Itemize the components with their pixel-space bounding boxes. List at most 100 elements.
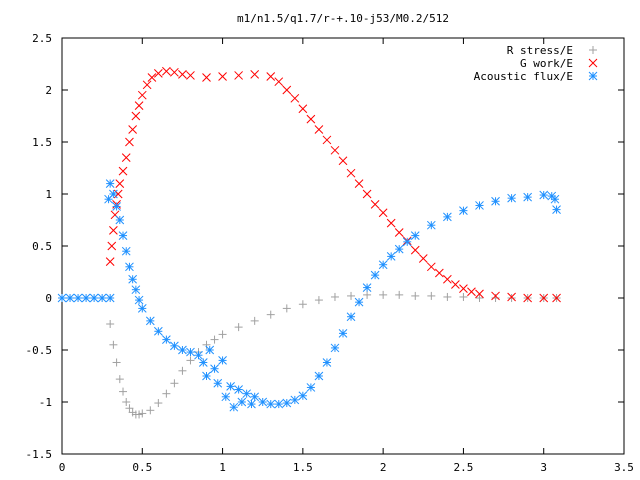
data-point bbox=[125, 137, 134, 147]
data-point bbox=[186, 71, 195, 80]
x-tick-label: 3.5 bbox=[614, 461, 634, 474]
data-point bbox=[128, 274, 138, 284]
x-tick-label: 2 bbox=[380, 461, 387, 474]
data-point bbox=[109, 226, 118, 235]
data-point bbox=[146, 406, 155, 415]
data-point bbox=[122, 398, 131, 406]
data-point bbox=[162, 389, 171, 398]
data-point bbox=[347, 291, 356, 300]
data-point bbox=[282, 304, 291, 313]
x-tick-label: 3 bbox=[540, 461, 547, 474]
data-point bbox=[427, 291, 436, 300]
data-point bbox=[115, 375, 124, 384]
data-point bbox=[250, 392, 260, 402]
data-point bbox=[250, 316, 259, 325]
data-point bbox=[298, 300, 307, 309]
legend-label: R stress/E bbox=[507, 44, 573, 57]
data-point bbox=[386, 252, 396, 261]
data-point bbox=[346, 312, 356, 322]
data-point bbox=[552, 293, 561, 303]
data-point bbox=[106, 320, 115, 328]
data-point bbox=[354, 179, 364, 188]
ticks: 0 0.5 1 1.5 2 2.5 3 3.5 2.5 2 1.5 1 0.5 0 -0.5 -1 -1.5 bbox=[26, 32, 634, 474]
data-point bbox=[178, 345, 187, 355]
y-tick-label: 2.5 bbox=[32, 32, 52, 45]
data-point bbox=[354, 297, 364, 307]
data-point bbox=[411, 291, 420, 300]
y-tick-label: 1.5 bbox=[32, 136, 52, 149]
data-point bbox=[178, 366, 187, 375]
axes bbox=[61, 37, 625, 455]
data-point bbox=[322, 358, 332, 367]
data-point bbox=[330, 343, 340, 353]
data-point bbox=[131, 285, 141, 295]
data-point bbox=[118, 231, 128, 240]
data-point bbox=[105, 179, 115, 188]
data-point bbox=[467, 287, 476, 297]
data-point bbox=[213, 378, 223, 388]
data-point bbox=[202, 371, 211, 381]
series-0 bbox=[106, 290, 561, 419]
y-tick-label: -1 bbox=[39, 396, 52, 409]
data-point bbox=[170, 67, 179, 77]
data-point bbox=[274, 77, 284, 87]
data-point bbox=[443, 274, 452, 284]
data-point bbox=[346, 168, 356, 178]
data-point bbox=[121, 153, 131, 162]
data-point bbox=[314, 125, 324, 134]
legend-label: Acoustic flux/E bbox=[474, 70, 573, 83]
legend-marker bbox=[588, 58, 598, 68]
data-point bbox=[394, 244, 404, 254]
data-point bbox=[338, 156, 348, 166]
series-1 bbox=[105, 66, 561, 303]
data-point bbox=[186, 356, 195, 365]
data-point bbox=[170, 341, 179, 351]
data-point bbox=[162, 335, 171, 344]
data-point bbox=[107, 241, 117, 251]
data-point bbox=[539, 293, 549, 303]
data-point bbox=[282, 85, 292, 95]
data-point bbox=[105, 293, 115, 303]
data-point bbox=[226, 382, 235, 391]
y-tick-label: -1.5 bbox=[26, 448, 53, 461]
data-point bbox=[65, 293, 75, 303]
data-point bbox=[475, 294, 484, 302]
data-point bbox=[322, 135, 332, 145]
data-point bbox=[523, 192, 533, 202]
legend-marker bbox=[588, 71, 598, 81]
legend-marker bbox=[589, 46, 597, 54]
y-tick-label: 1 bbox=[45, 188, 52, 201]
data-point bbox=[237, 397, 247, 407]
data-point bbox=[507, 294, 516, 302]
data-point bbox=[218, 330, 227, 339]
data-point bbox=[134, 295, 144, 305]
data-point bbox=[274, 399, 284, 409]
data-point bbox=[314, 296, 323, 305]
data-point bbox=[186, 347, 195, 357]
data-point bbox=[153, 326, 163, 336]
data-point bbox=[170, 379, 179, 388]
data-point bbox=[459, 206, 468, 215]
data-point bbox=[523, 293, 533, 303]
data-point bbox=[362, 283, 372, 292]
x-tick-label: 0 bbox=[59, 461, 66, 474]
data-point bbox=[137, 304, 147, 313]
data-point bbox=[410, 231, 420, 240]
data-point bbox=[370, 200, 380, 209]
data-point bbox=[125, 404, 134, 413]
data-point bbox=[194, 350, 203, 360]
data-point bbox=[210, 364, 219, 374]
data-point bbox=[379, 290, 388, 299]
data-point bbox=[266, 399, 276, 409]
data-point bbox=[250, 70, 260, 79]
data-point bbox=[306, 383, 316, 392]
x-tick-label: 1.5 bbox=[293, 461, 313, 474]
data-point bbox=[539, 190, 549, 200]
data-point bbox=[81, 293, 91, 303]
data-point bbox=[115, 215, 125, 225]
data-point bbox=[162, 66, 171, 76]
data-point bbox=[73, 293, 83, 303]
y-tick-label: -0.5 bbox=[26, 344, 53, 357]
data-point bbox=[410, 245, 420, 255]
plot-frame bbox=[61, 37, 625, 455]
